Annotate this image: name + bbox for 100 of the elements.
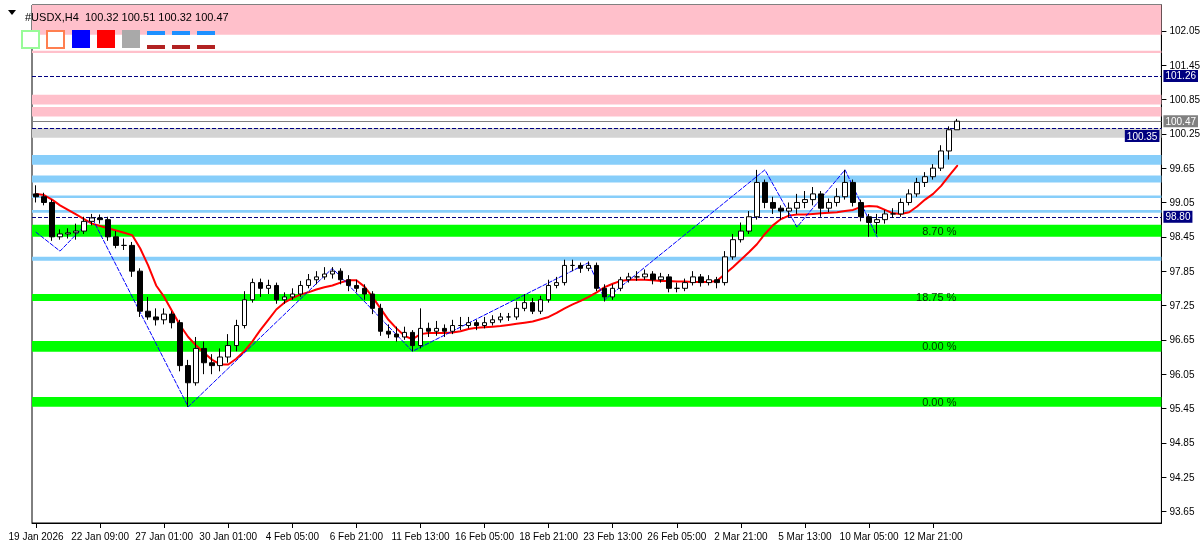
y-tick-label: 94.85	[1169, 437, 1195, 449]
y-tick-label: 97.85	[1169, 265, 1195, 277]
candlestick	[698, 273, 704, 288]
candlestick	[225, 333, 231, 364]
x-tick-label: 6 Feb 21:00	[329, 530, 384, 542]
candlestick	[354, 279, 359, 293]
candlestick	[105, 216, 111, 242]
x-tick-label: 18 Feb 21:00	[519, 530, 579, 542]
candlestick	[666, 273, 672, 293]
y-tick-label: 96.65	[1169, 334, 1195, 346]
candlestick	[418, 307, 423, 349]
candlestick	[514, 300, 519, 321]
x-tick-label: 11 Feb 13:00	[391, 530, 451, 542]
candlestick	[746, 210, 752, 235]
candlestick	[946, 125, 952, 161]
candlestick	[370, 290, 375, 315]
chart-title: #USDX,H4 100.32 100.51 100.32 100.47	[25, 10, 229, 23]
candlestick	[738, 222, 744, 244]
candlestick	[522, 293, 527, 312]
candlestick	[834, 187, 840, 207]
candlestick	[794, 193, 800, 215]
candlestick	[658, 272, 664, 284]
candlestick	[298, 280, 303, 298]
candlestick	[185, 359, 191, 408]
candlestick	[578, 262, 583, 274]
x-tick-label: 2 Mar 21:00	[714, 530, 768, 542]
y-tick-label: 97.25	[1169, 300, 1195, 311]
candlestick	[538, 295, 543, 315]
candlestick	[258, 278, 263, 298]
candlestick	[682, 278, 688, 292]
candlestick	[386, 323, 391, 339]
candlestick	[65, 227, 71, 240]
candlestick	[546, 279, 551, 304]
ref-line-label: 101.26	[1165, 70, 1197, 82]
candlestick	[602, 283, 607, 302]
candlestick	[121, 238, 127, 251]
candlestick	[938, 144, 944, 172]
y-tick-label: 96.05	[1169, 368, 1195, 380]
candlestick	[306, 273, 311, 289]
x-tick-label: 10 Mar 05:00	[839, 530, 899, 542]
candlestick	[378, 303, 383, 337]
candlestick	[282, 291, 287, 305]
candlestick	[322, 266, 327, 281]
candlestick	[217, 347, 223, 372]
candlestick	[554, 276, 559, 289]
candlestick	[818, 190, 824, 218]
ref-line-label: 100.35	[1126, 130, 1158, 142]
candlestick	[338, 267, 343, 285]
candlestick	[81, 216, 87, 235]
candlestick	[193, 336, 199, 387]
candlestick	[890, 207, 896, 219]
y-tick-label: 95.45	[1169, 403, 1195, 415]
candlestick	[290, 287, 295, 301]
candlestick	[314, 270, 319, 285]
candlestick	[482, 316, 487, 329]
band-label: 0.00 %	[922, 340, 957, 353]
candlestick	[634, 270, 640, 282]
candlestick	[89, 213, 95, 226]
candlestick	[73, 223, 79, 241]
band-label: 18.75 %	[916, 291, 957, 304]
candlestick	[137, 267, 143, 318]
candlestick	[802, 190, 808, 209]
y-tick-label: 102.05	[1169, 25, 1201, 37]
candlestick	[730, 233, 736, 261]
candlestick	[458, 316, 463, 331]
ref-line-label: 100.47	[1165, 115, 1197, 127]
candlestick	[402, 326, 407, 341]
candlestick	[570, 259, 575, 272]
x-tick-label: 22 Jan 09:00	[71, 530, 130, 542]
candlestick	[530, 297, 535, 315]
candlestick	[842, 169, 848, 201]
candlestick	[266, 279, 271, 295]
candlestick	[209, 353, 215, 375]
candlestick	[129, 241, 135, 278]
candlestick	[874, 213, 880, 235]
x-tick-label: 5 Mar 13:00	[778, 530, 833, 542]
candlestick	[450, 319, 455, 335]
candlestick	[626, 272, 631, 284]
candlestick	[762, 179, 768, 209]
candlestick	[410, 329, 415, 352]
candlestick	[690, 270, 696, 286]
candlestick	[145, 296, 151, 321]
candlestick	[490, 314, 495, 327]
candlestick	[594, 262, 599, 292]
candlestick	[434, 320, 439, 337]
candlestick	[250, 278, 255, 304]
candlestick	[906, 188, 912, 206]
y-tick-label: 99.05	[1169, 196, 1195, 208]
x-tick-label: 16 Feb 05:00	[455, 530, 515, 542]
candlestick	[41, 192, 47, 206]
candlestick	[474, 319, 479, 331]
candlestick	[586, 260, 591, 272]
y-tick-label: 98.45	[1169, 231, 1195, 243]
x-tick-label: 4 Feb 05:00	[265, 530, 320, 542]
candlestick	[826, 197, 832, 213]
candlestick	[850, 179, 856, 207]
candlestick	[426, 322, 431, 338]
candlestick	[498, 312, 503, 324]
candlestick	[770, 196, 776, 215]
candlestick	[642, 268, 648, 281]
